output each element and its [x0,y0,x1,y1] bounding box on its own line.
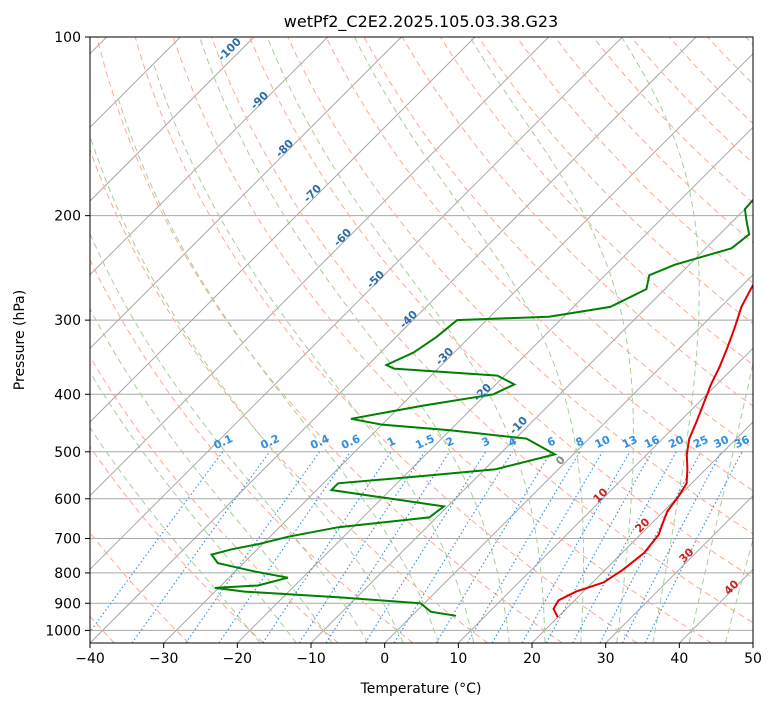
x-tick-label: −10 [296,651,326,667]
y-tick-label: 200 [54,209,81,225]
y-tick-label: 1000 [45,623,81,639]
x-tick-label: 30 [597,651,615,667]
y-tick-label: 400 [54,387,81,403]
y-tick-label: 800 [54,566,81,582]
x-tick-label: 50 [744,651,762,667]
x-tick-label: 10 [449,651,467,667]
chart-title: wetPf2_C2E2.2025.105.03.38.G23 [284,12,558,32]
x-tick-label: −20 [223,651,253,667]
x-tick-label: 0 [380,651,389,667]
y-tick-label: 100 [54,30,81,46]
y-tick-label: 500 [54,445,81,461]
y-tick-label: 600 [54,492,81,508]
y-tick-label: 900 [54,596,81,612]
y-tick-label: 300 [54,313,81,329]
x-axis-label: Temperature (°C) [360,681,482,697]
x-tick-label: −40 [75,651,105,667]
x-tick-label: 40 [670,651,688,667]
x-tick-label: 20 [523,651,541,667]
x-tick-label: −30 [149,651,179,667]
y-axis-label: Pressure (hPa) [12,290,28,390]
y-tick-label: 700 [54,532,81,548]
